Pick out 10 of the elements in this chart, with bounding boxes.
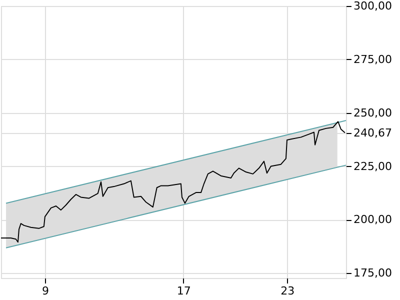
x-tick-label: 17 xyxy=(176,284,191,298)
y-tick-label: 275,00 xyxy=(354,52,392,66)
y-tick-label: 175,00 xyxy=(354,266,392,280)
y-tick-label: 300,00 xyxy=(354,0,392,12)
y-tick-label: 200,00 xyxy=(354,213,392,226)
y-tick-label: 225,00 xyxy=(354,160,392,173)
y-tick-label: 240,67 xyxy=(354,126,392,140)
y-tick-label: 250,00 xyxy=(354,106,392,120)
x-tick-label: 23 xyxy=(280,284,295,298)
x-tick-label: 9 xyxy=(42,284,49,298)
